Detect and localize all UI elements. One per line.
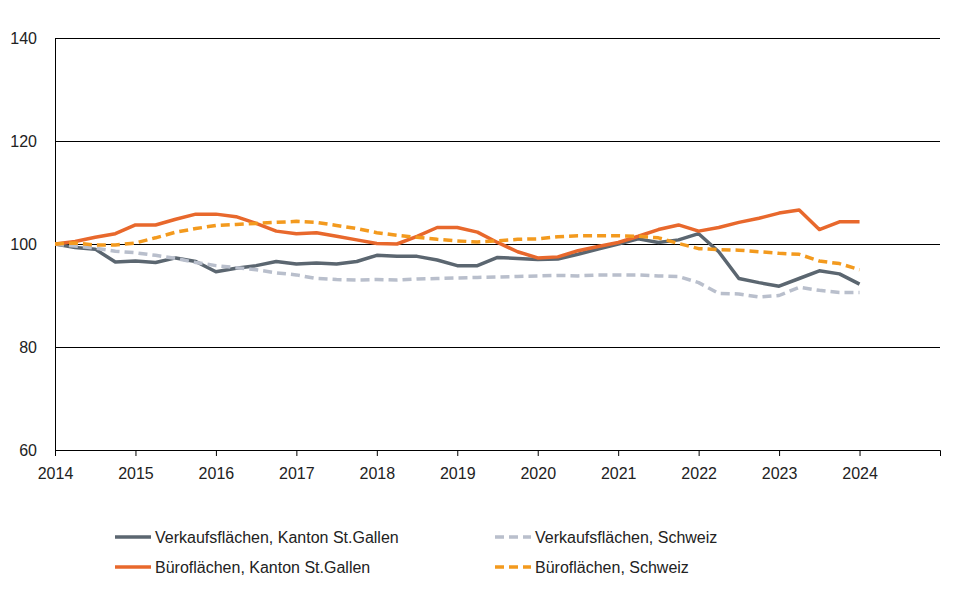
legend-label: Büroflächen, Schweiz [535,559,689,576]
x-tick-label: 2018 [360,465,396,482]
y-tick: 80 [19,339,940,356]
x-tick-mark [135,450,136,456]
x-tick-label: 2024 [842,465,878,482]
chart: 60 80 100 120 140 2014 2015 2016 2017 2018 2019 202… [0,0,960,596]
x-tick: 2021 [601,450,637,482]
y-tick: 60 [19,442,940,459]
x-tick: 2017 [279,450,315,482]
legend-label: Büroflächen, Kanton St.Gallen [155,559,370,576]
series-line [55,244,860,297]
y-tick-label: 100 [10,236,37,253]
x-tick-label: 2019 [440,465,476,482]
x-tick-mark [860,450,861,456]
x-tick: 2024 [842,450,878,482]
x-tick-mark [377,450,378,456]
grid-line [55,347,940,348]
x-tick-label: 2014 [38,465,74,482]
x-axis-line [56,451,941,457]
legend-label: Verkaufsflächen, Kanton St.Gallen [155,529,399,546]
x-tick: 2015 [118,450,154,482]
x-tick: 2022 [681,450,717,482]
x-tick: 2020 [520,450,556,482]
y-tick-label: 80 [19,339,37,356]
grid-line [55,38,940,39]
x-tick-mark [216,450,217,456]
x-tick-mark [55,450,56,456]
y-tick-label: 120 [10,133,37,150]
legend-swatch [495,535,531,539]
x-tick-mark [538,450,539,456]
x-tick-mark [457,450,458,456]
x-tick-label: 2015 [118,465,154,482]
legend-swatch [115,535,151,539]
x-tick: 2018 [360,450,396,482]
x-tick: 2016 [199,450,235,482]
x-tick: 2023 [762,450,798,482]
y-tick: 120 [10,133,940,150]
x-tick-label: 2023 [762,465,798,482]
legend-item: Verkaufsflächen, Schweiz [495,529,717,546]
legend-item: Büroflächen, Schweiz [495,559,689,576]
x-tick: 2019 [440,450,476,482]
series-line [55,234,860,287]
x-tick-mark [618,450,619,456]
x-tick-label: 2022 [681,465,717,482]
x-tick-mark [296,450,297,456]
grid-line [55,141,940,142]
x-tick: 2014 [38,450,74,482]
y-tick: 140 [10,30,940,47]
x-tick-label: 2016 [199,465,235,482]
series-line [55,221,860,269]
legend-swatch [115,565,151,569]
x-tick-label: 2020 [520,465,556,482]
legend-label: Verkaufsflächen, Schweiz [535,529,717,546]
legend-item: Büroflächen, Kanton St.Gallen [115,559,370,576]
plot-area: 60 80 100 120 140 2014 2015 2016 2017 2018 2019 202… [10,30,940,483]
x-tick-label: 2021 [601,465,637,482]
lines [55,210,860,297]
x-axis: 2014 2015 2016 2017 2018 2019 2020 2021 2022 2023… [38,450,941,482]
y-axis-line [56,39,941,451]
y-tick-label: 140 [10,30,37,47]
legend: Verkaufsflächen, Kanton St.Gallen Verkauf… [115,529,717,576]
legend-swatch [495,565,531,569]
x-tick-mark [699,450,700,456]
legend-item: Verkaufsflächen, Kanton St.Gallen [115,529,399,546]
x-tick-label: 2017 [279,465,315,482]
y-tick: 100 [10,236,940,253]
y-tick-label: 60 [19,442,37,459]
x-tick-mark [779,450,780,456]
y-axis: 60 80 100 120 140 [10,30,940,459]
